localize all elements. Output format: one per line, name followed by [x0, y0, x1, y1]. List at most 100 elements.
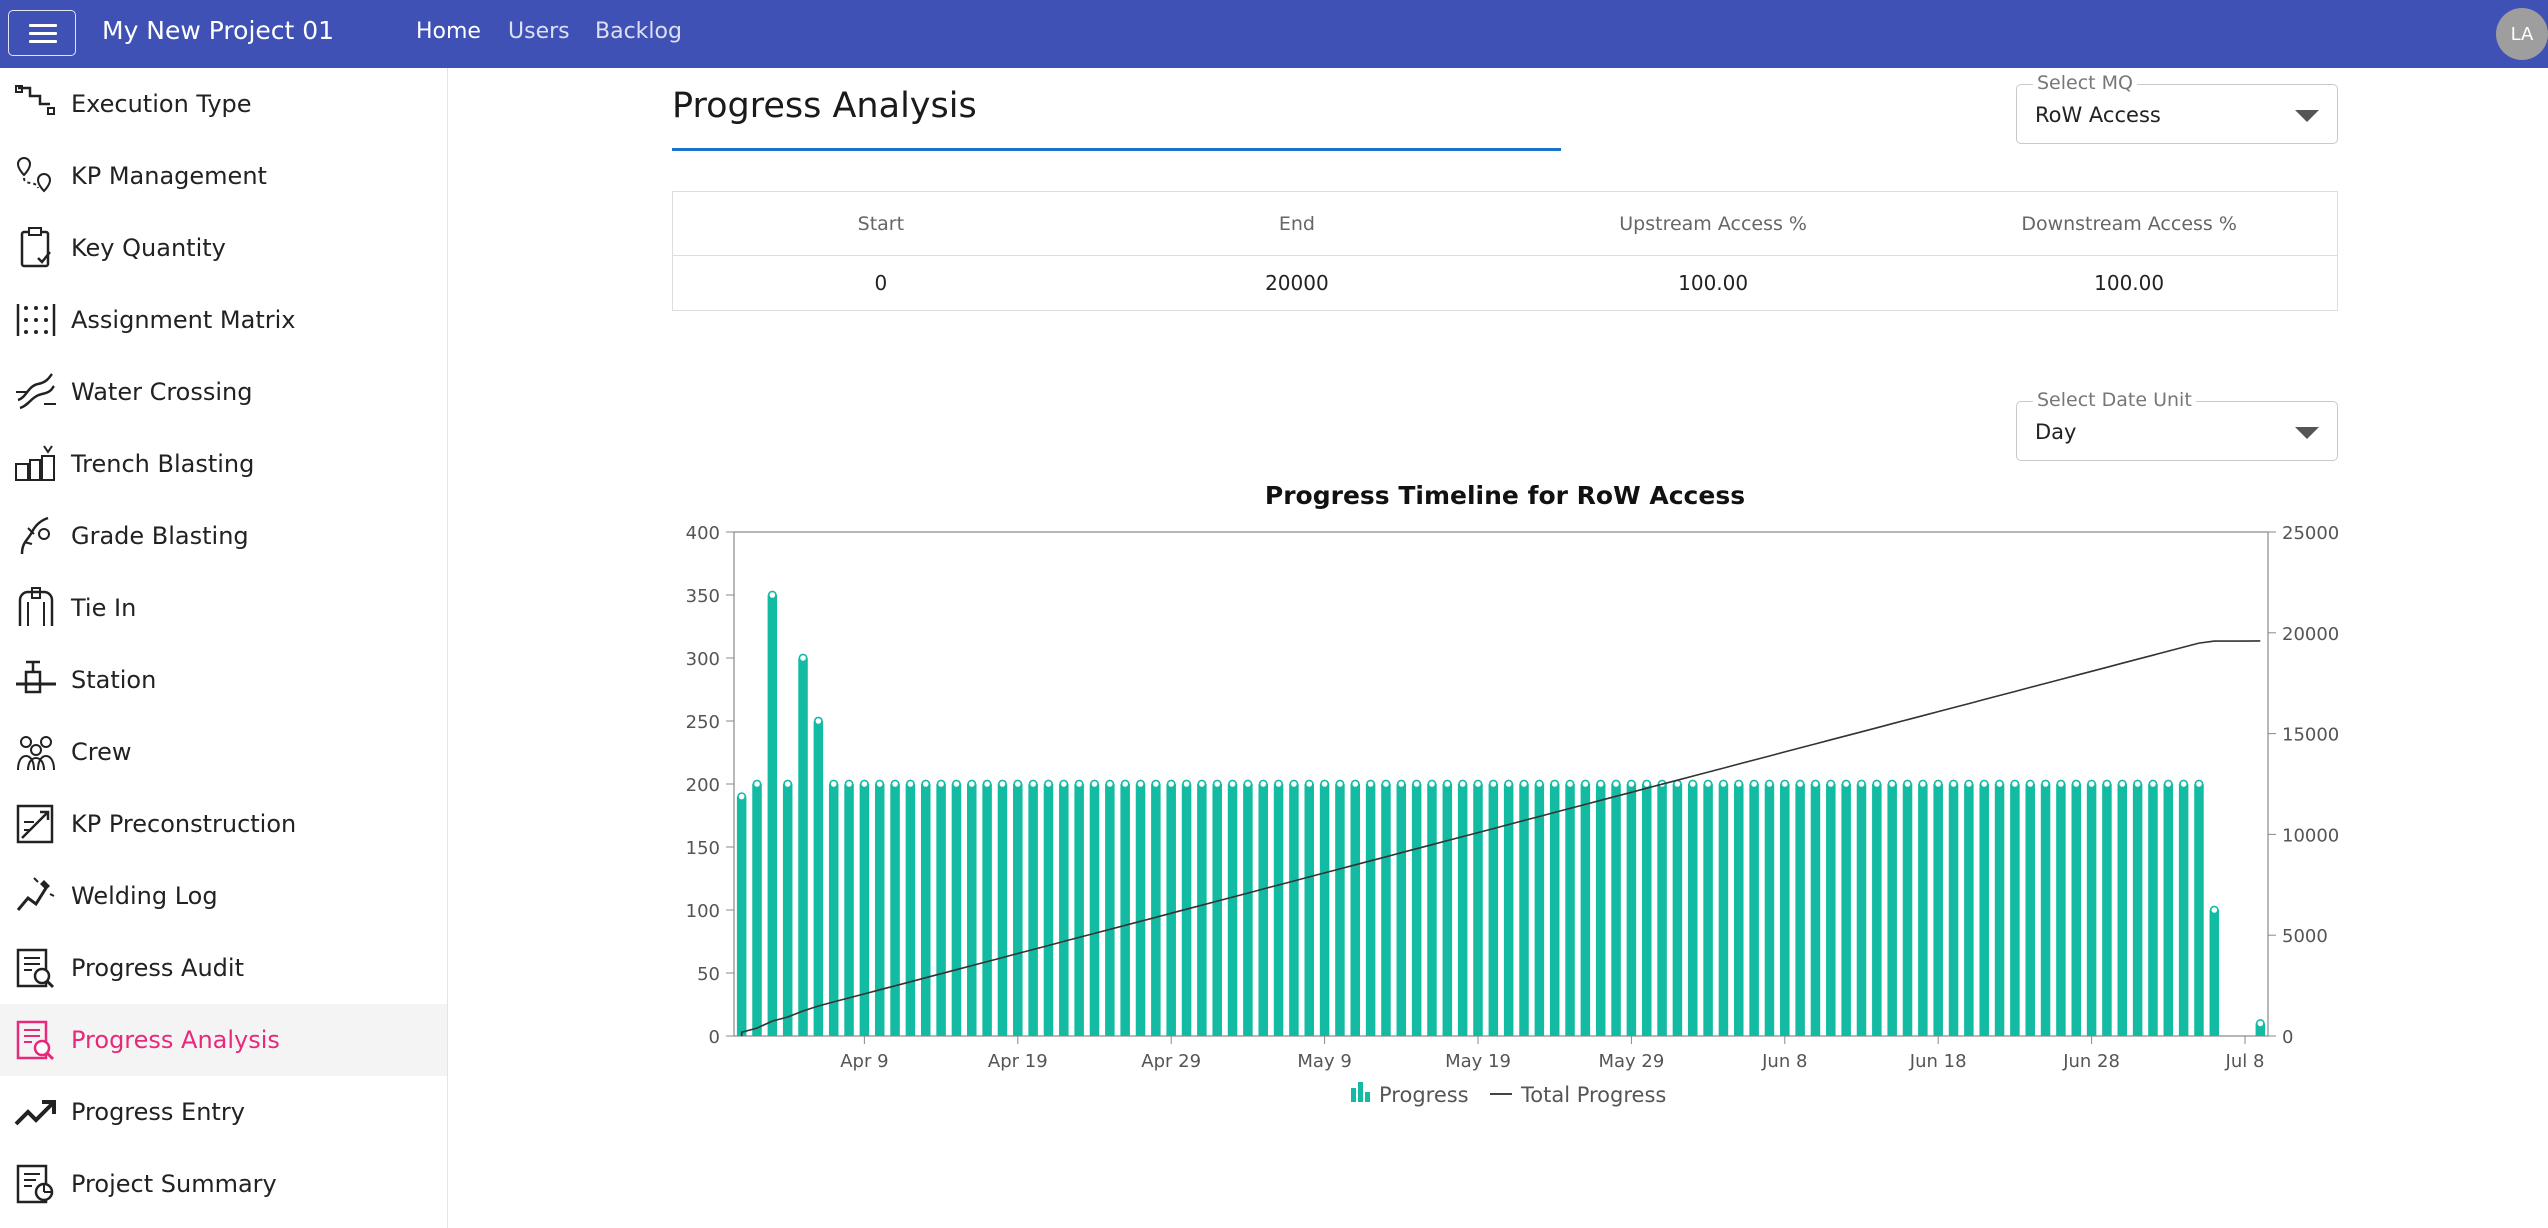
progress-bar: [1994, 784, 2005, 1036]
progress-bar: [936, 784, 946, 1036]
map-pin-route-icon: [14, 154, 58, 198]
progress-bar: [1043, 784, 1054, 1036]
progress-bar: [1381, 784, 1391, 1036]
progress-point: [967, 779, 977, 789]
progress-point: [859, 779, 869, 789]
progress-point: [2148, 779, 2158, 789]
progress-bar: [1964, 784, 1974, 1036]
sidebar-item-label: Tie In: [71, 594, 137, 622]
y-right-tick-label: 20000: [2282, 624, 2339, 645]
summary-icon: [14, 1162, 58, 1206]
progress-bar: [1918, 784, 1928, 1036]
y-right-tick-label: 15000: [2282, 725, 2339, 746]
welding-icon: [14, 874, 58, 918]
progress-point: [2102, 779, 2112, 789]
tie-in-icon: [14, 586, 58, 630]
hamburger-menu-button[interactable]: [8, 10, 76, 56]
table-cell-upstream: 100.00: [1678, 271, 1749, 295]
x-tick-label: Apr 19: [988, 1051, 1048, 1072]
progress-bar: [859, 784, 870, 1036]
progress-bar: [1672, 784, 1683, 1036]
progress-point: [1887, 779, 1897, 789]
sidebar-item-label: Grade Blasting: [71, 522, 249, 550]
select-date-unit-value: Day: [2035, 420, 2077, 444]
total-progress-line: [740, 640, 2261, 1036]
progress-point: [1427, 779, 1437, 789]
y-left-tick-label: 350: [686, 586, 720, 607]
nav-home-link[interactable]: Home: [416, 19, 481, 44]
nav-users-link[interactable]: Users: [508, 19, 570, 44]
progress-point: [1028, 779, 1038, 789]
sidebar-item-progress-audit[interactable]: Progress Audit: [0, 932, 447, 1004]
progress-bar: [844, 784, 854, 1036]
progress-bar: [1810, 784, 1821, 1036]
progress-point: [2010, 779, 2020, 789]
progress-point: [1258, 779, 1268, 789]
progress-timeline-chart: Progress Timeline for RoW Access 0 50 100 1…: [660, 470, 2360, 1130]
progress-point: [1166, 779, 1176, 789]
progress-bar: [1105, 784, 1115, 1036]
progress-point: [798, 653, 808, 663]
progress-bar: [1948, 784, 1959, 1036]
progress-bar: [1534, 784, 1545, 1036]
progress-point: [1719, 779, 1728, 789]
sidebar-item-tie-in[interactable]: Tie In: [0, 572, 447, 644]
progress-point: [2056, 779, 2066, 789]
sidebar-item-water-crossing[interactable]: Water Crossing: [0, 356, 447, 428]
progress-point: [813, 716, 823, 726]
progress-bar: [1365, 784, 1376, 1036]
progress-point: [2255, 1019, 2265, 1028]
table-header-end: End: [1088, 191, 1505, 256]
progress-point: [1228, 779, 1237, 789]
nav-backlog-link[interactable]: Backlog: [595, 19, 682, 44]
sidebar-item-project-summary[interactable]: Project Summary: [0, 1148, 447, 1220]
progress-bar: [1442, 784, 1453, 1036]
progress-point: [1044, 779, 1053, 789]
sidebar-item-label: Progress Entry: [71, 1098, 245, 1126]
progress-point: [1703, 779, 1713, 789]
progress-point: [875, 779, 885, 789]
select-mq-dropdown[interactable]: Select MQ RoW Access: [2016, 72, 2338, 144]
progress-bar: [1166, 784, 1176, 1036]
progress-bar: [1595, 784, 1606, 1036]
sidebar-item-trench-blasting[interactable]: Trench Blasting: [0, 428, 447, 500]
select-date-unit-dropdown[interactable]: Select Date Unit Day: [2016, 389, 2338, 461]
sidebar-item-welding-log[interactable]: Welding Log: [0, 860, 447, 932]
sidebar-item-crew[interactable]: Crew: [0, 716, 447, 788]
sidebar-item-label: Progress Analysis: [71, 1026, 280, 1054]
sidebar-item-progress-analysis[interactable]: Progress Analysis: [0, 1004, 447, 1076]
sidebar-item-execution-type[interactable]: Execution Type: [0, 68, 447, 140]
sidebar-item-grade-blasting[interactable]: Grade Blasting: [0, 500, 447, 572]
progress-point: [752, 779, 762, 789]
sidebar-item-kp-preconstruction[interactable]: KP Preconstruction: [0, 788, 447, 860]
sidebar-item-label: Station: [71, 666, 157, 694]
progress-point: [1442, 779, 1452, 789]
y-left-tick-label: 300: [686, 649, 720, 670]
select-date-unit-label: Select Date Unit: [2033, 389, 2196, 411]
sidebar-item-key-quantity[interactable]: Key Quantity: [0, 212, 447, 284]
legend-progress-swatch: [1358, 1082, 1363, 1102]
table-header-start: Start: [672, 191, 1089, 256]
progress-point: [1519, 779, 1529, 789]
progress-point: [1964, 779, 1974, 789]
progress-point: [1105, 779, 1115, 789]
progress-bar: [1657, 784, 1667, 1036]
sidebar-item-station[interactable]: Station: [0, 644, 447, 716]
progress-point: [1366, 779, 1376, 789]
progress-point: [1780, 779, 1790, 789]
progress-point: [952, 779, 961, 789]
progress-point: [890, 779, 900, 789]
y-right-tick-label: 10000: [2282, 825, 2339, 846]
sidebar-item-progress-entry[interactable]: Progress Entry: [0, 1076, 447, 1148]
sidebar-item-kp-management[interactable]: KP Management: [0, 140, 447, 212]
progress-bar: [1457, 784, 1468, 1036]
table-header-row: Start End Upstream Access % Downstream A…: [672, 191, 2338, 256]
progress-bar: [1718, 784, 1729, 1036]
progress-bar: [1887, 784, 1897, 1036]
plot-area: [733, 531, 2269, 1037]
progress-bar: [1304, 784, 1315, 1036]
progress-point: [1580, 779, 1590, 789]
sidebar-item-assignment-matrix[interactable]: Assignment Matrix: [0, 284, 447, 356]
progress-point: [2209, 905, 2219, 915]
user-avatar[interactable]: LA: [2496, 8, 2548, 60]
